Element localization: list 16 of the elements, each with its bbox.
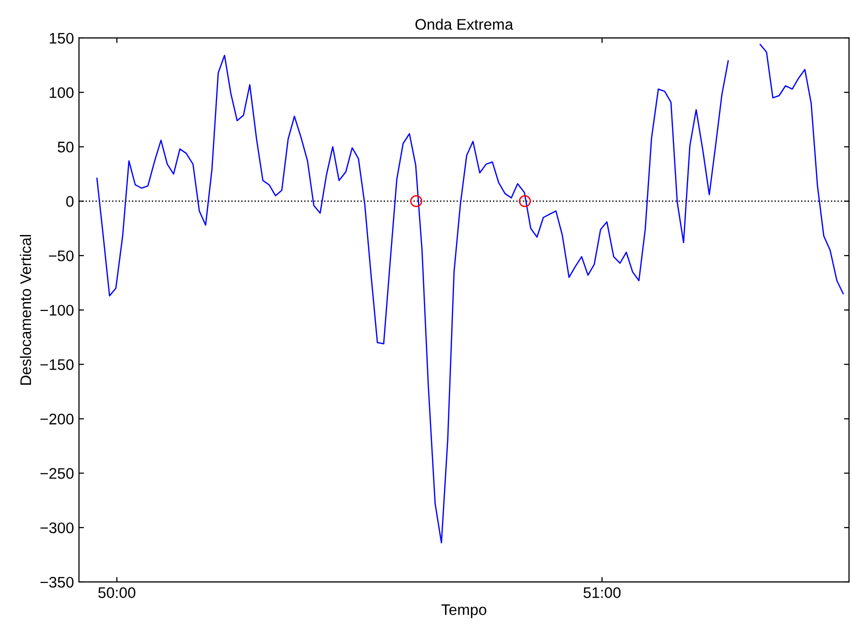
x-tick-label: 50:00: [98, 587, 136, 598]
y-tick-label: −300: [40, 522, 74, 534]
y-tick-label: 100: [50, 87, 74, 98]
y-tick-label: −50: [48, 250, 74, 262]
y-tick-label: −350: [40, 576, 74, 588]
y-tick-label: 50: [58, 142, 74, 152]
chart-title: Onda Extrema: [415, 18, 514, 30]
y-tick-label: −250: [40, 468, 74, 479]
y-tick-label: 0: [66, 196, 74, 207]
y-tick-label: −100: [40, 304, 74, 316]
x-tick-label: 51:00: [584, 587, 621, 598]
y-tick-label: 150: [50, 32, 74, 44]
x-axis-title: Tempo: [441, 604, 486, 618]
y-axis-title: Deslocamento Vertical: [20, 234, 32, 385]
y-tick-label: −150: [40, 359, 74, 370]
y-tick-label: −200: [40, 414, 74, 424]
